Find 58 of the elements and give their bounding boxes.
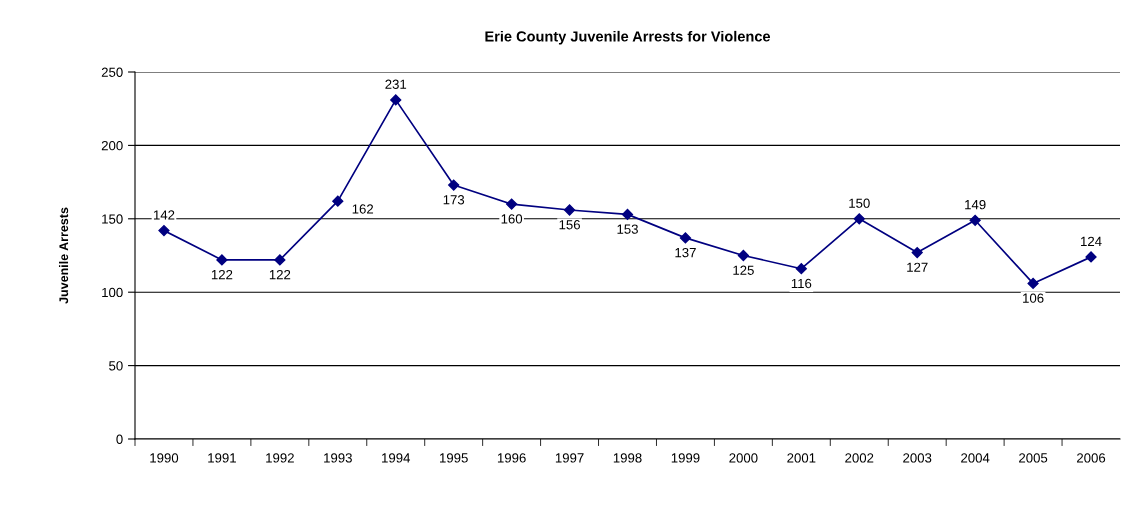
x-tick-label: 1993 — [324, 453, 352, 463]
x-tick-label: 1995 — [440, 453, 468, 463]
data-label: 149 — [965, 199, 986, 210]
data-label: 106 — [1023, 293, 1044, 303]
x-tick-label: 1990 — [150, 453, 179, 463]
point — [390, 94, 402, 106]
y-tick-label: 100 — [102, 287, 123, 298]
point — [969, 214, 981, 226]
point — [621, 208, 634, 221]
data-label: 127 — [907, 262, 928, 272]
data-label: 122 — [211, 269, 233, 280]
x-tick-label: 2004 — [961, 453, 990, 463]
x-tick-label: 1994 — [382, 453, 411, 463]
data-label: 137 — [675, 247, 696, 258]
x-tick-label: 1991 — [208, 453, 236, 463]
data-label: 122 — [269, 269, 291, 280]
x-tick-label: 2003 — [903, 453, 932, 463]
point — [216, 254, 228, 266]
point — [274, 254, 286, 266]
data-label: 156 — [559, 220, 580, 230]
point — [911, 246, 923, 259]
y-tick-label: 150 — [102, 214, 123, 224]
data-label: 160 — [501, 214, 523, 224]
point — [1027, 277, 1039, 289]
point — [679, 232, 692, 244]
data-label: 153 — [617, 224, 638, 234]
x-tick-label: 2005 — [1019, 453, 1048, 463]
point — [506, 198, 518, 210]
x-tick-label: 1996 — [497, 453, 526, 463]
x-tick-label: 1998 — [613, 453, 642, 463]
x-tick-label: 2001 — [787, 453, 816, 463]
data-label: 142 — [153, 210, 175, 220]
point — [737, 249, 749, 262]
x-tick-label: 1999 — [671, 453, 700, 463]
point — [448, 179, 460, 191]
data-label: 125 — [733, 265, 754, 275]
y-tick-label: 50 — [109, 361, 123, 371]
x-tick-label: 2000 — [729, 453, 758, 463]
x-tick-label: 2006 — [1077, 453, 1106, 463]
x-tick-label: 1992 — [266, 453, 294, 463]
point — [332, 195, 344, 207]
y-tick-label: 200 — [101, 140, 123, 151]
point — [795, 263, 807, 275]
data-label: 150 — [849, 198, 870, 208]
point — [158, 224, 170, 237]
chart-title: Erie County Juvenile Arrests for Violence — [485, 30, 771, 45]
x-tick-label: 2002 — [845, 453, 874, 463]
x-tick-label: 1997 — [555, 453, 584, 463]
data-label: 162 — [352, 204, 374, 214]
y-tick-label: 250 — [101, 67, 123, 77]
data-label: 173 — [443, 195, 465, 205]
data-label: 231 — [385, 79, 407, 89]
y-axis-title: Juvenile Arrests — [58, 207, 69, 304]
data-label: 124 — [1081, 236, 1102, 246]
y-tick-label: 0 — [116, 434, 123, 444]
point — [563, 204, 576, 216]
point — [853, 213, 865, 225]
data-label: 116 — [791, 278, 812, 289]
